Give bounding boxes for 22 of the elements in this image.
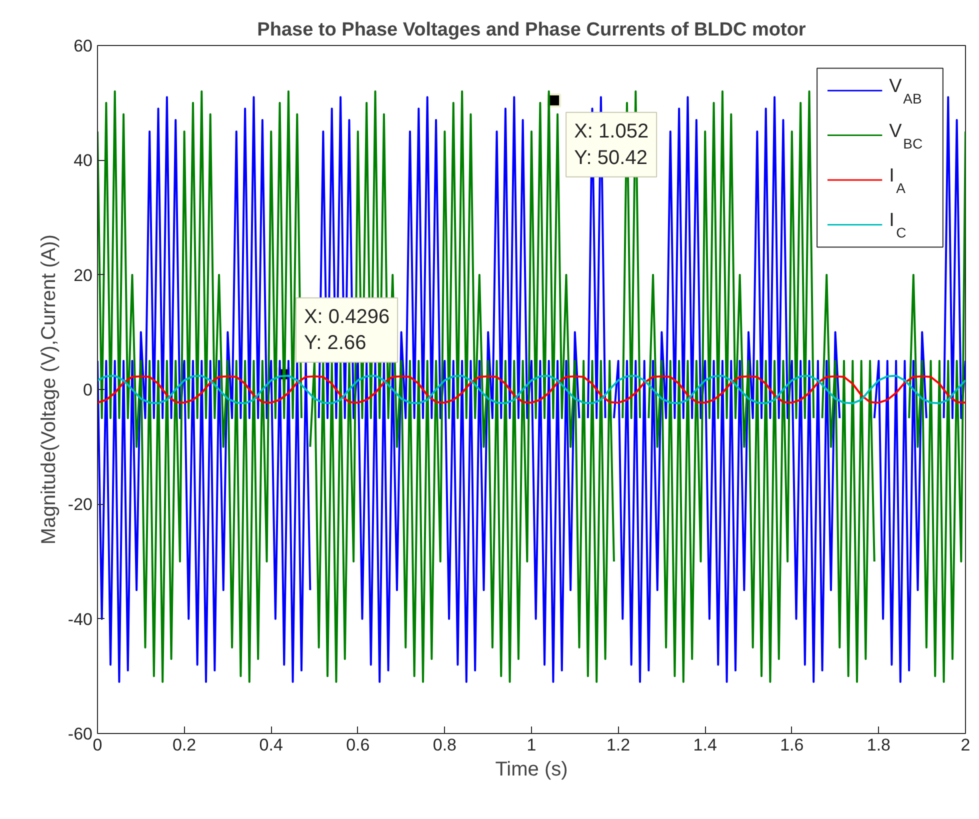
y-tick-label: -20 [68, 495, 93, 514]
y-tick-label: 20 [74, 266, 93, 285]
x-tick-label: 0.8 [432, 736, 457, 754]
y-tick-label: 0 [83, 380, 93, 400]
x-tick-label: 1.6 [780, 736, 804, 754]
y-axis-title: Magnitude(Voltage (V),Current (A)) [38, 234, 60, 545]
y-tick-label: -60 [68, 724, 93, 744]
x-tick-label: 0.4 [259, 736, 283, 754]
annotation: X: 1.052 Y: 50.42 [574, 120, 649, 169]
x-tick-label: 1.8 [866, 736, 891, 754]
chart-title: Phase to Phase Voltages and Phase Currents of BLDC motor [257, 20, 806, 40]
x-tick-label: 1 [526, 736, 536, 754]
x-tick-label: 1.2 [606, 736, 630, 754]
x-tick-label: 0.6 [346, 736, 370, 754]
y-tick-label: 60 [74, 36, 93, 56]
x-axis-title: Time (s) [495, 758, 568, 780]
x-tick-label: 2 [960, 736, 970, 754]
annotation: X: 0.4296 Y: 2.66 [304, 306, 390, 354]
y-tick-label: -40 [68, 610, 93, 629]
x-tick-label: 1.4 [693, 736, 717, 754]
y-tick-label: 40 [74, 151, 93, 170]
x-tick-label: 0.2 [172, 736, 196, 754]
